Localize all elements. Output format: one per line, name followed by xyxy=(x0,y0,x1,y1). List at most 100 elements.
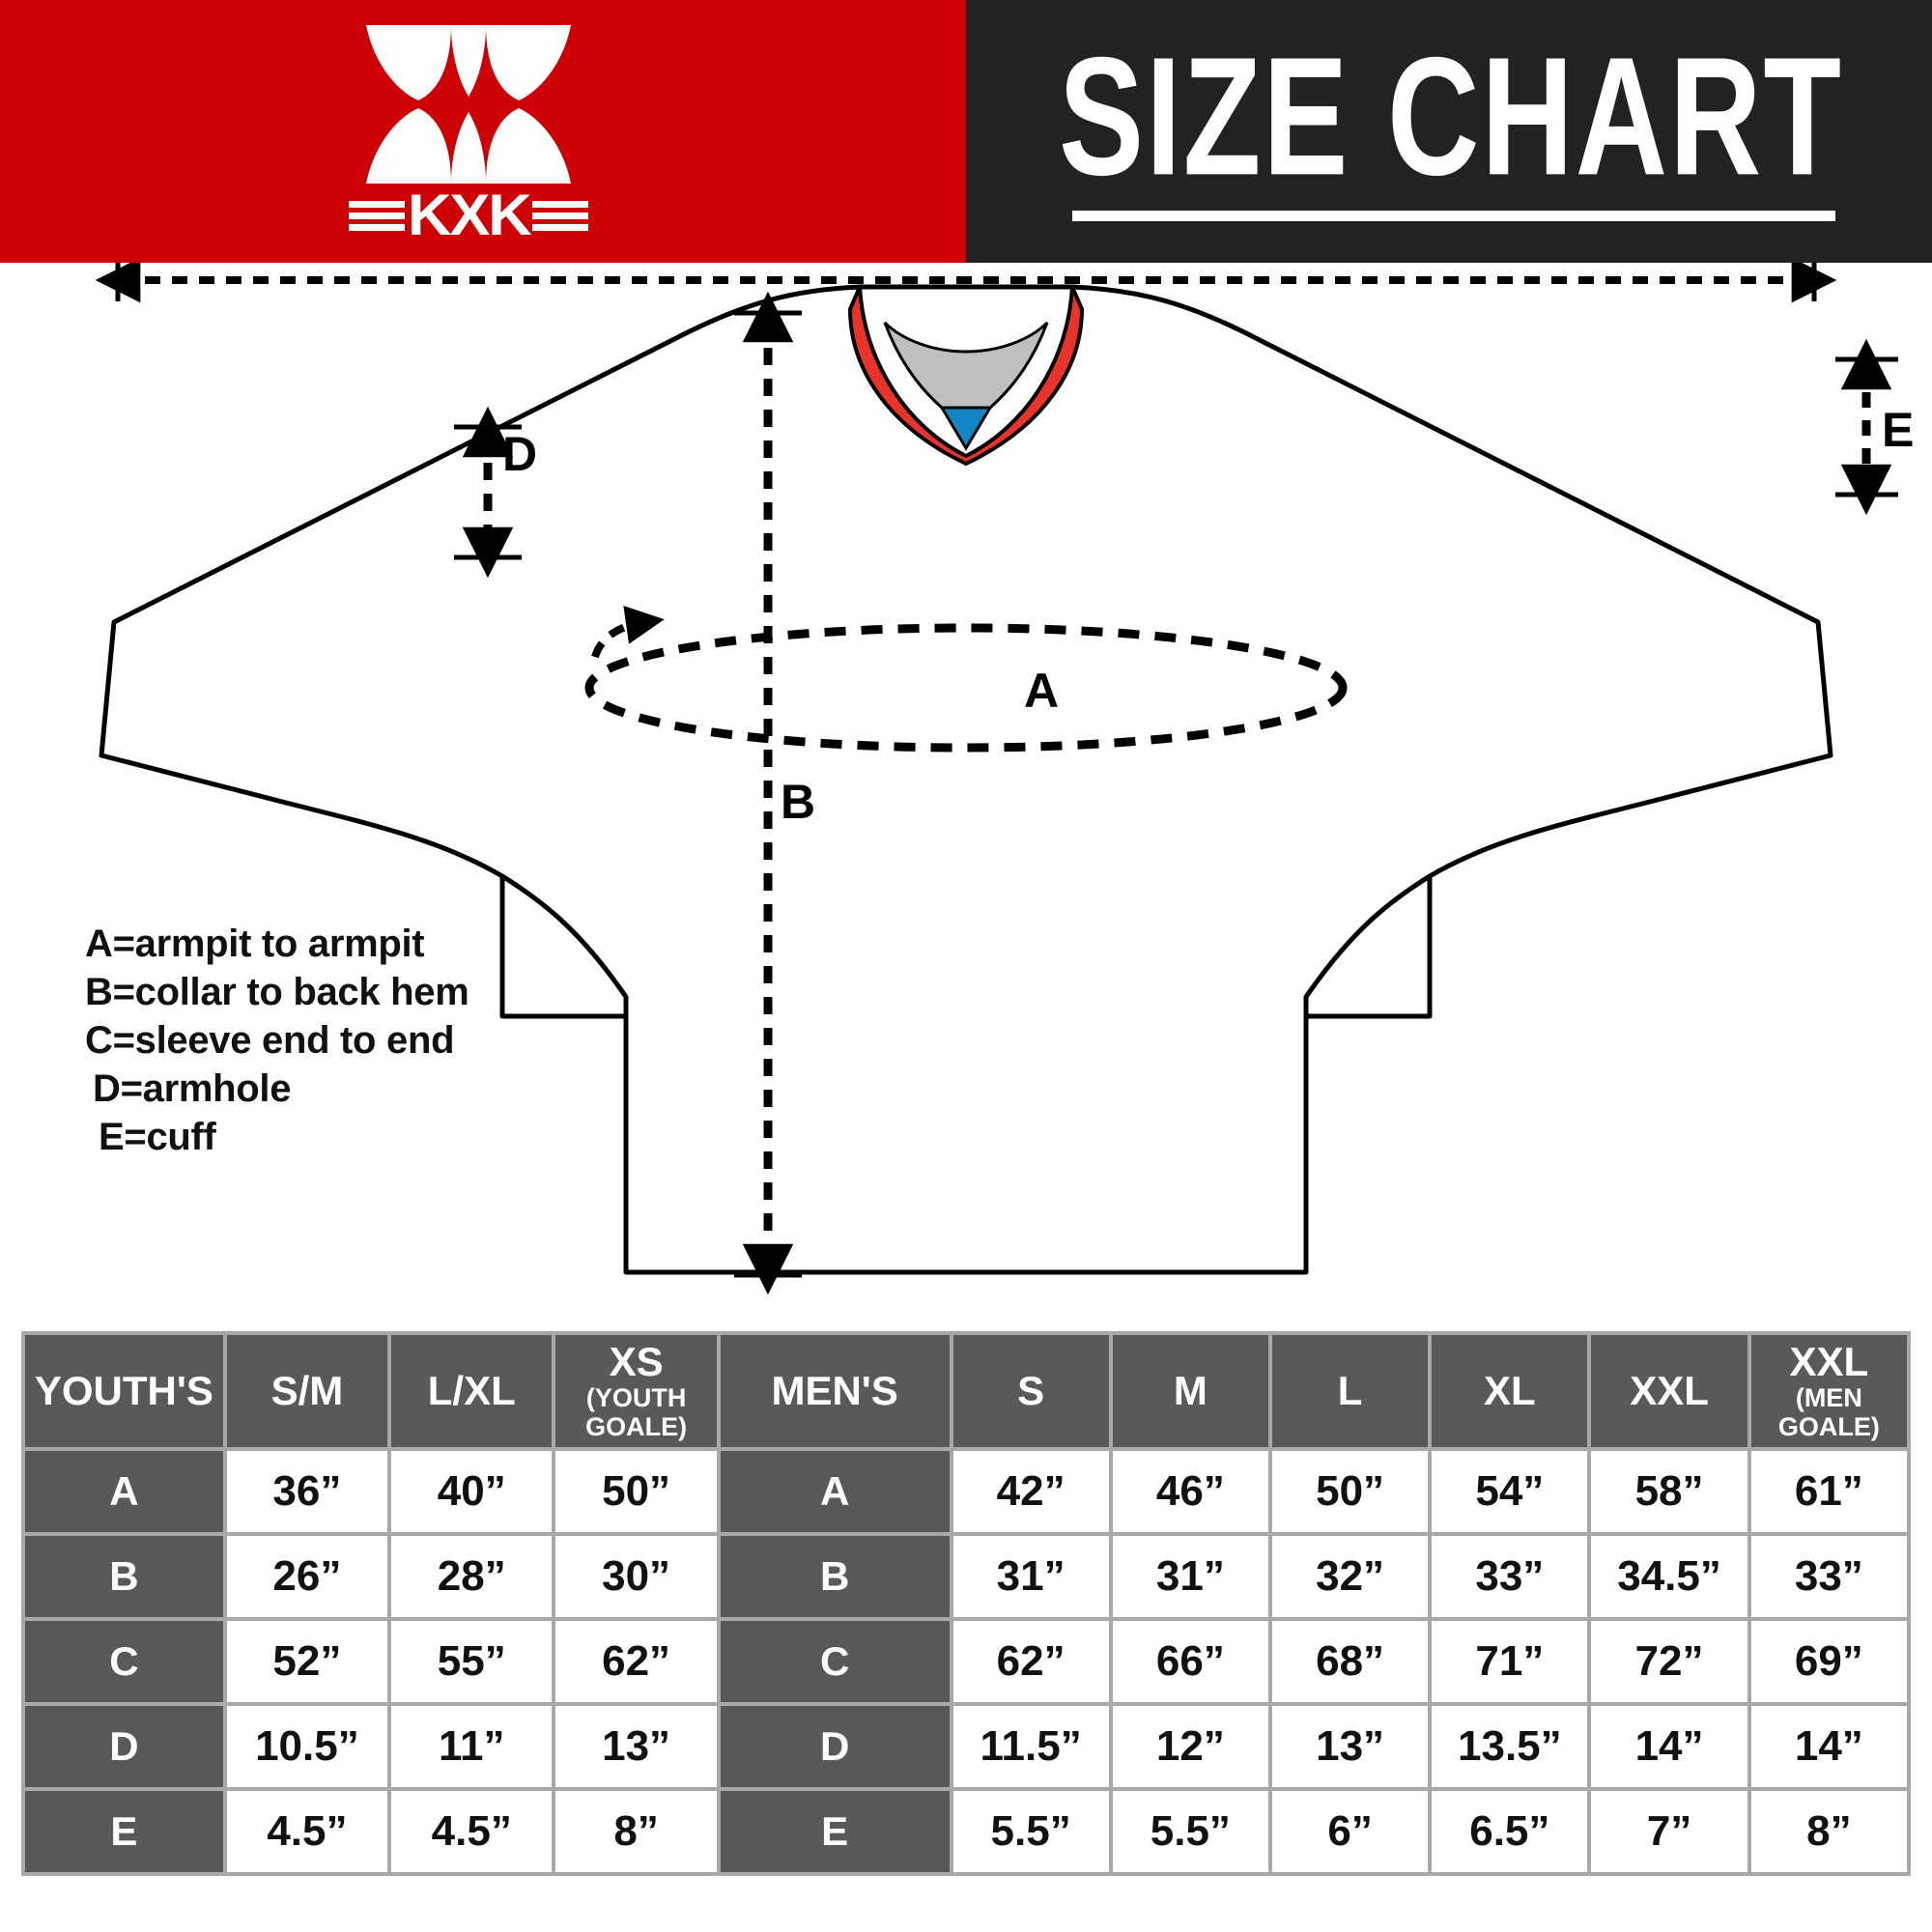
cell-youth-d-xs: 13” xyxy=(555,1706,717,1787)
table-row: A 36” 40” 50” A 42” 46” 50” 54” 58” 61” xyxy=(25,1451,1907,1532)
legend-line-b: B=collar to back hem xyxy=(85,971,469,1013)
cell-youth-a-xs: 50” xyxy=(555,1451,717,1532)
kxk-wordmark-text: KXK xyxy=(407,183,532,247)
cell-mens-a-xxl: 58” xyxy=(1591,1451,1747,1532)
collar-inner-panel xyxy=(883,321,1049,410)
header-mens-l: L xyxy=(1271,1335,1429,1447)
cell-mens-b-xxlg: 33” xyxy=(1750,1536,1907,1617)
header-youth-lxl-label: L/XL xyxy=(427,1368,516,1413)
cell-youth-a-lxl: 40” xyxy=(391,1451,553,1532)
collar-blue-tip xyxy=(939,406,993,451)
row-label-mens-b: B xyxy=(720,1536,950,1617)
row-label-youth-d: D xyxy=(25,1706,223,1787)
cell-mens-d-s: 11.5” xyxy=(952,1706,1109,1787)
legend-line-a: A=armpit to armpit xyxy=(85,923,425,965)
cell-youth-c-sm: 52” xyxy=(226,1621,388,1702)
cell-mens-c-l: 68” xyxy=(1271,1621,1429,1702)
header-mens-xxl-goalie: XXL (MEN GOALE) xyxy=(1750,1335,1907,1447)
logo-bars-left-icon xyxy=(348,200,405,231)
page-title: SIZE CHART xyxy=(1059,22,1843,211)
cell-youth-b-lxl: 28” xyxy=(391,1536,553,1617)
cell-mens-b-xxl: 34.5” xyxy=(1591,1536,1747,1617)
row-label-mens-a: A xyxy=(720,1451,950,1532)
cell-mens-a-m: 46” xyxy=(1112,1451,1268,1532)
dimension-c-label: C xyxy=(950,263,983,268)
cell-mens-c-s: 62” xyxy=(952,1621,1109,1702)
cell-mens-d-m: 12” xyxy=(1112,1706,1268,1787)
dimension-e-label: E xyxy=(1882,403,1914,457)
header-mens-xxl-label: XXL xyxy=(1630,1368,1709,1413)
cell-mens-b-xl: 33” xyxy=(1432,1536,1588,1617)
brand-panel: KXK xyxy=(0,0,966,263)
table-header-row: YOUTH'S S/M L/XL XS (YOUTH GOALE) MEN'S … xyxy=(25,1335,1907,1447)
row-label-youth-a: A xyxy=(25,1451,223,1532)
cell-mens-b-s: 31” xyxy=(952,1536,1109,1617)
cell-mens-c-xxl: 72” xyxy=(1591,1621,1747,1702)
cell-mens-e-xl: 6.5” xyxy=(1432,1791,1588,1872)
cell-mens-e-s: 5.5” xyxy=(952,1791,1109,1872)
row-label-mens-d: D xyxy=(720,1706,950,1787)
header-mens-xxl-goalie-label: XXL xyxy=(1789,1339,1869,1384)
cell-mens-d-l: 13” xyxy=(1271,1706,1429,1787)
dimension-e: E xyxy=(1835,338,1914,516)
cell-youth-e-sm: 4.5” xyxy=(226,1791,388,1872)
header-youth-lxl: L/XL xyxy=(391,1335,553,1447)
kxk-wordmark: KXK xyxy=(314,185,623,245)
header-mens-xxl: XXL xyxy=(1591,1335,1747,1447)
jersey-outline xyxy=(99,284,1833,1275)
cell-mens-c-xl: 71” xyxy=(1432,1621,1588,1702)
header-mens-xl: XL xyxy=(1432,1335,1588,1447)
kxk-hourglass-mark xyxy=(366,25,571,184)
cell-mens-c-m: 66” xyxy=(1112,1621,1268,1702)
cell-mens-e-l: 6” xyxy=(1271,1791,1429,1872)
header-youth-xs: XS (YOUTH GOALE) xyxy=(555,1335,717,1447)
cell-mens-d-xxlg: 14” xyxy=(1750,1706,1907,1787)
title-panel: SIZE CHART xyxy=(966,0,1932,263)
header-youth-sm: S/M xyxy=(226,1335,388,1447)
table-row: D 10.5” 11” 13” D 11.5” 12” 13” 13.5” 14… xyxy=(25,1706,1907,1787)
measurement-legend: A=armpit to armpit B=collar to back hem … xyxy=(85,920,626,1161)
dimension-a: A xyxy=(584,606,1348,753)
legend-line-e: E=cuff xyxy=(99,1116,216,1158)
cell-youth-e-xs: 8” xyxy=(555,1791,717,1872)
cell-youth-d-sm: 10.5” xyxy=(226,1706,388,1787)
cell-youth-b-sm: 26” xyxy=(226,1536,388,1617)
dimension-a-label: A xyxy=(1024,664,1059,718)
header-mens-xxl-goalie-sub: (MEN GOALE) xyxy=(1777,1383,1880,1441)
cell-mens-a-xxlg: 61” xyxy=(1750,1451,1907,1532)
cell-youth-c-lxl: 55” xyxy=(391,1621,553,1702)
header-mens: MEN'S xyxy=(720,1335,950,1447)
legend-line-c: C=sleeve end to end xyxy=(85,1019,455,1062)
row-label-youth-c: C xyxy=(25,1621,223,1702)
row-label-youth-e: E xyxy=(25,1791,223,1872)
cell-youth-a-sm: 36” xyxy=(226,1451,388,1532)
header-mens-xl-label: XL xyxy=(1483,1368,1536,1413)
legend-line-d: D=armhole xyxy=(93,1067,292,1110)
cell-mens-d-xxl: 14” xyxy=(1591,1706,1747,1787)
header-youths: YOUTH'S xyxy=(25,1335,223,1447)
header-mens-l-label: L xyxy=(1337,1368,1363,1413)
header-mens-s-label: S xyxy=(1017,1368,1045,1413)
table-row: B 26” 28” 30” B 31” 31” 32” 33” 34.5” 33… xyxy=(25,1536,1907,1617)
header-youth-sm-label: S/M xyxy=(270,1368,344,1413)
header-mens-s: S xyxy=(952,1335,1109,1447)
header-mens-m-label: M xyxy=(1173,1368,1208,1413)
dimension-d: D xyxy=(454,406,537,579)
row-label-mens-e: E xyxy=(720,1791,950,1872)
header-youth-xs-label: XS xyxy=(609,1339,664,1384)
title-underline xyxy=(1072,211,1835,221)
cell-mens-a-xl: 54” xyxy=(1432,1451,1588,1532)
dimension-c: C xyxy=(95,263,1837,303)
kxk-logo: KXK xyxy=(314,21,623,245)
dimension-b: B xyxy=(734,291,815,1295)
cell-mens-e-xxl: 7” xyxy=(1591,1791,1747,1872)
cell-mens-a-s: 42” xyxy=(952,1451,1109,1532)
cell-youth-d-lxl: 11” xyxy=(391,1706,553,1787)
table-row: C 52” 55” 62” C 62” 66” 68” 71” 72” 69” xyxy=(25,1621,1907,1702)
cell-mens-e-m: 5.5” xyxy=(1112,1791,1268,1872)
size-chart-table: YOUTH'S S/M L/XL XS (YOUTH GOALE) MEN'S … xyxy=(21,1331,1911,1876)
table-row: E 4.5” 4.5” 8” E 5.5” 5.5” 6” 6.5” 7” 8” xyxy=(25,1791,1907,1872)
cell-youth-b-xs: 30” xyxy=(555,1536,717,1617)
jersey-diagram: C D B E A xyxy=(0,263,1932,1306)
row-label-mens-c: C xyxy=(720,1621,950,1702)
